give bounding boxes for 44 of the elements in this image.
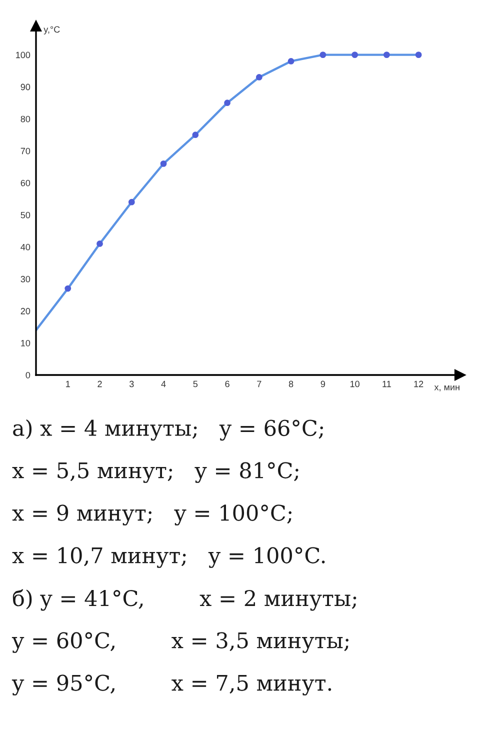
x-tick-label: 3 <box>129 380 134 388</box>
y-tick-label: 60 <box>20 180 30 186</box>
x-tick-label: 10 <box>350 380 360 388</box>
text: б) y = 41°C, x = 2 минуты; <box>12 589 356 611</box>
y-tick-label: 70 <box>20 148 30 154</box>
point <box>192 132 199 138</box>
y-tick-label: 90 <box>20 84 30 90</box>
y-tick-label: 20 <box>20 308 30 314</box>
point <box>352 52 358 58</box>
point <box>256 74 262 80</box>
x-tick-label: 11 <box>382 380 391 388</box>
y-tick-label: 80 <box>20 116 30 122</box>
text: x = 9 минут; y = 100°C; <box>12 504 292 526</box>
y-tick-label: 50 <box>20 212 30 218</box>
point <box>288 58 294 64</box>
point <box>415 52 422 58</box>
y-tick-label: 0 <box>26 372 30 378</box>
text: x = 5,5 минут; y = 81°C; <box>12 462 298 483</box>
y-axis-title: y,°C <box>44 26 60 34</box>
x-tick-label: 4 <box>161 380 166 388</box>
x-tick-label: 5 <box>193 380 198 388</box>
y-tick-label: 10 <box>21 340 30 346</box>
text: y = 60°C, x = 3,5 минуты; <box>12 632 348 653</box>
text: x = 10,7 минут; y = 100°C. <box>12 547 325 568</box>
point <box>64 285 72 292</box>
text: а) x = 4 минуты; y = 66°C; <box>13 419 324 441</box>
x-tick-label: 2 <box>98 380 102 388</box>
x-tick-label: 9 <box>320 380 325 388</box>
y-tick-label: 100 <box>16 52 30 58</box>
point <box>160 160 167 167</box>
y-tick-label: 30 <box>20 276 30 282</box>
y-tick-label: 40 <box>20 244 30 250</box>
point <box>320 52 326 58</box>
text: y = 95°C, x = 7,5 минут. <box>12 674 332 696</box>
point <box>96 240 103 247</box>
point <box>383 52 390 58</box>
x-tick-label: 7 <box>257 380 262 388</box>
x-tick-label: 12 <box>414 380 424 388</box>
point <box>128 198 135 206</box>
x-tick-label: 8 <box>288 380 294 388</box>
x-tick-label: 6 <box>225 380 230 388</box>
x-axis-title: x, мин <box>434 386 460 392</box>
point <box>224 100 230 106</box>
x-tick-label: 1 <box>66 380 70 388</box>
